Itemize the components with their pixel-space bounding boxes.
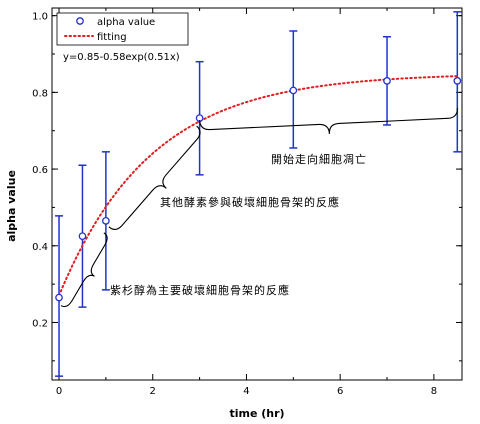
x-axis-title: time (hr) <box>229 407 284 420</box>
annotation-apoptosis: 開始走向細胞凋亡 <box>271 152 367 166</box>
x-tick-label: 8 <box>431 386 437 397</box>
data-point <box>453 77 462 85</box>
data-point <box>55 293 63 302</box>
y-tick-label: 0.8 <box>32 88 48 99</box>
x-tick-label: 0 <box>56 386 62 397</box>
y-tick-label: 0.2 <box>32 318 48 329</box>
plot-frame <box>51 7 463 381</box>
legend-label-fitting: fitting <box>97 32 127 43</box>
data-point <box>78 232 87 241</box>
fit-equation: y=0.85-0.58exp(0.51x) <box>63 52 180 63</box>
x-tick-label: 4 <box>243 386 249 397</box>
plot-border <box>51 7 463 381</box>
legend-label-alpha: alpha value <box>97 17 155 28</box>
legend-marker-alpha <box>76 17 84 25</box>
y-axis-title: alpha value <box>5 170 18 242</box>
data-point <box>102 216 110 225</box>
x-tick-label: 6 <box>337 386 343 397</box>
y-tick-label: 0.4 <box>32 242 48 253</box>
curly-brace <box>199 107 458 134</box>
x-tick-label: 2 <box>150 386 156 397</box>
curly-brace <box>60 232 108 308</box>
y-tick-label: 0.6 <box>32 165 48 176</box>
axis-ticks: 0 2 4 6 8 0.2 0.4 0.6 0.8 1.0 <box>32 8 462 397</box>
data-point <box>383 77 391 85</box>
fitting-curve <box>58 75 459 297</box>
annotation-braces <box>60 107 458 308</box>
annotation-taxol: 紫杉醇為主要破壞細胞骨架的反應 <box>110 283 290 297</box>
data-point <box>289 86 298 95</box>
y-tick-label: 1.0 <box>32 12 48 23</box>
annotation-enzymes: 其他酵素參與破壞細胞骨架的反應 <box>160 195 340 209</box>
legend: alpha value fitting <box>56 12 189 46</box>
data-points <box>55 77 462 302</box>
